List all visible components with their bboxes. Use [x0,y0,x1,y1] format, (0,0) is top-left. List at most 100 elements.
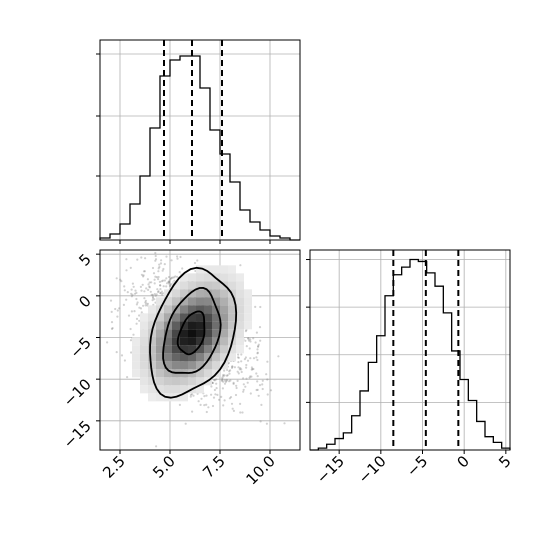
top-hist-frame [99,39,301,241]
density-cell [148,353,156,362]
density-cell [180,361,188,370]
scatter-point [248,347,251,350]
scatter-point [157,290,160,293]
scatter-point [140,273,143,276]
scatter-point [189,393,192,396]
scatter-point [168,284,171,288]
scatter-point [237,361,240,364]
scatter-point [109,299,113,302]
scatter-point [247,339,250,342]
density-cell [220,273,228,282]
scatter-point [129,327,132,331]
density-cell [172,377,180,386]
scatter-point [144,304,147,307]
scatter-point [223,382,227,385]
scatter-point [266,360,269,363]
scatter-point [154,294,157,297]
scatter-point [153,278,156,281]
x-tick-label: −10 [355,452,390,487]
density-cell [196,305,204,314]
scatter-point [235,384,238,387]
density-cell [132,369,140,378]
scatter-point [167,275,171,279]
scatter-point [249,357,252,360]
density-cell [228,329,236,338]
scatter-point [161,269,164,272]
density-cell [148,305,156,314]
scatter-point [165,285,168,288]
right-hist-frame [309,249,511,451]
scatter-point [161,293,164,296]
scatter-point [249,338,252,341]
scatter-point [211,404,215,408]
scatter-point [160,259,163,262]
scatter-point [174,275,177,278]
scatter-point [162,292,165,295]
density-cell [188,345,196,354]
density-cell [188,297,196,306]
marginal-histogram-y-panel: −15 −10 −5 0 5 [306,249,515,487]
scatter-point [133,310,136,313]
scatter-point [140,311,143,314]
scatter-point [229,396,233,399]
scatter-point [168,281,171,284]
scatter-point [239,411,242,414]
scatter-point [256,352,259,355]
density-cell [236,329,244,338]
scatter-point [225,379,228,382]
scatter-point [139,285,142,288]
scatter-point [259,339,262,342]
scatter-point [242,388,245,391]
scatter-point [159,284,162,287]
scatter-point [131,293,134,296]
density-cell [212,297,220,306]
scatter-point [143,270,146,273]
scatter-point [207,406,210,409]
scatter-point [123,359,126,362]
scatter-point [239,367,242,370]
histogram-step-x [99,55,300,241]
scatter-point [138,314,141,317]
scatter-point [154,275,157,278]
density-cell [140,361,148,370]
scatter-point [145,287,148,290]
density-cell [220,353,228,362]
scatter-point [225,378,228,381]
density-cell [196,385,204,394]
density-cell [204,265,212,274]
scatter-point [251,368,254,371]
scatter-point [256,375,259,378]
scatter-point [244,339,247,342]
density-cell [180,313,188,322]
scatter-point [176,257,179,260]
density-cell [236,281,244,290]
scatter-point [178,403,181,406]
scatter-point [138,306,141,309]
scatter-point [245,366,248,369]
scatter-point [242,390,245,393]
scatter-point [110,321,114,324]
scatter-point [241,411,244,414]
scatter-point [192,394,195,397]
scatter-point [152,272,156,275]
scatter-point [154,254,157,258]
scatter-point [231,407,234,410]
scatter-point [122,303,125,306]
density-cell [156,385,164,394]
scatter-point [141,283,144,286]
density-cell [180,297,188,306]
x-tick-label: 10.0 [242,452,278,488]
scatter-point [228,397,231,400]
scatter-point [171,276,174,279]
scatter-point [151,296,155,300]
density-cell [236,297,244,306]
scatter-point [138,319,141,322]
density-cell [196,345,204,354]
density-cell [204,345,212,354]
scatter-point [240,360,243,363]
density-cell [172,321,180,330]
density-cell [172,361,180,370]
scatter-point [227,361,230,365]
scatter-point [249,340,252,343]
density-cell [212,265,220,274]
